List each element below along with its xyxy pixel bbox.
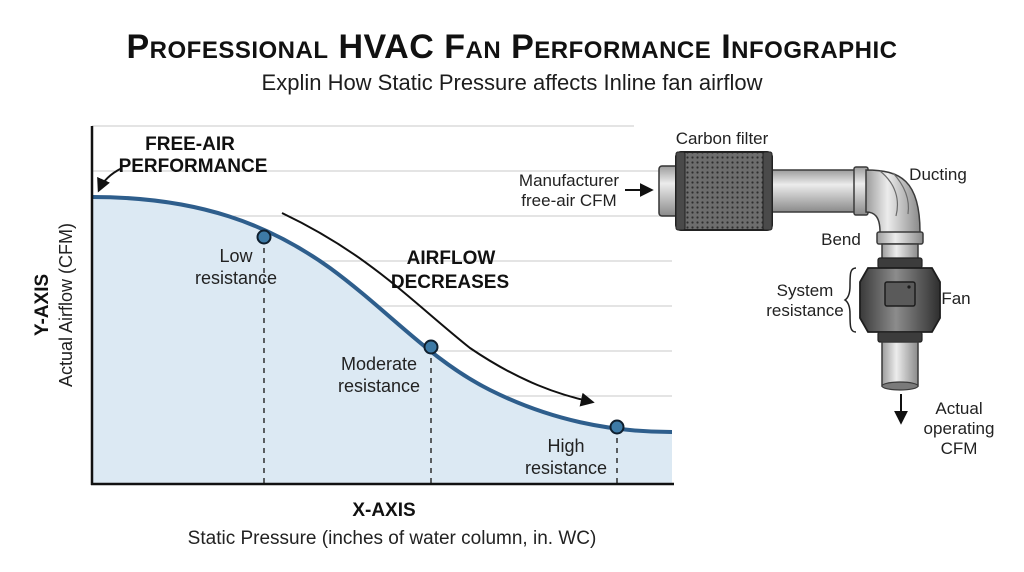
horizontal-duct: [771, 169, 863, 213]
filter-band-left: [675, 151, 686, 231]
elbow-seam: [892, 172, 910, 215]
trend-label-line1: AIRFLOW: [407, 248, 496, 269]
point-label-low-line1: Low: [219, 246, 253, 266]
drop-lines: [263, 238, 618, 484]
point-label-low-line2: resistance: [195, 268, 277, 288]
carbon-filter: [675, 151, 773, 231]
trend-label-line2: DECREASES: [391, 272, 509, 293]
elbow-seam: [879, 170, 899, 217]
system-resistance-label-line2: resistance: [766, 301, 843, 320]
free-air-label-line1: FREE-AIR: [145, 134, 235, 155]
x-axis-title: X-AXIS: [352, 500, 415, 521]
point-label-high-line2: resistance: [525, 458, 607, 478]
y-axis-title: Y-AXIS: [32, 274, 53, 336]
duct-system-diagram: Carbon filter Ducting Manufacturer free-…: [519, 129, 995, 458]
y-axis-label: Actual Airflow (CFM): [56, 223, 76, 387]
x-axis-label: Static Pressure (inches of water column,…: [188, 528, 597, 549]
operating-point-high: [609, 419, 625, 435]
free-air-label-line2: PERFORMANCE: [119, 156, 268, 177]
free-air-arrow: [97, 167, 123, 193]
junction-screw: [907, 285, 911, 289]
operating-point-moderate: [423, 339, 439, 355]
fan-bottom-collar: [877, 331, 923, 343]
page-title: Professional HVAC Fan Performance Infogr…: [126, 28, 898, 66]
fan-top-collar: [877, 257, 923, 269]
filter-band-right: [762, 151, 773, 231]
point-label-moderate-line1: Moderate: [341, 354, 417, 374]
actual-cfm-label-line2: operating: [924, 419, 995, 438]
curve-area-fill: [92, 197, 672, 484]
point-label-moderate-line2: resistance: [338, 376, 420, 396]
duct-outlet: [881, 381, 919, 391]
page-subtitle: Explin How Static Pressure affects Inlin…: [261, 70, 763, 95]
carbon-filter-label: Carbon filter: [676, 129, 769, 148]
bend-label: Bend: [821, 230, 861, 249]
vertical-duct-lower: [881, 341, 919, 387]
system-resistance-label-line1: System: [777, 281, 834, 300]
point-label-high-line1: High: [547, 436, 584, 456]
trend-arrow: [281, 212, 595, 407]
fan-junction-box: [884, 281, 916, 307]
bend-collar: [876, 231, 924, 245]
system-resistance-brace: [843, 267, 857, 333]
manufacturer-label-line1: Manufacturer: [519, 171, 619, 190]
fan-label: Fan: [941, 289, 970, 308]
operating-point-low: [256, 229, 272, 245]
actual-cfm-label-line1: Actual: [935, 399, 982, 418]
manufacturer-label-line2: free-air CFM: [521, 191, 616, 210]
performance-chart: Low resistance Moderate resistance High …: [32, 125, 674, 549]
ducting-label: Ducting: [909, 165, 967, 184]
fan-curve-line: [91, 195, 673, 434]
actual-cfm-label-line3: CFM: [941, 439, 978, 458]
